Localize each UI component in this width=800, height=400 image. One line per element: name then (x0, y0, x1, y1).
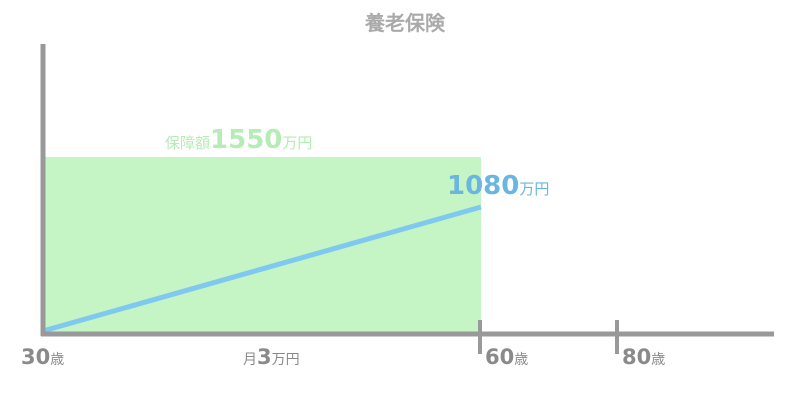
age-60-number: 60 (485, 345, 514, 369)
accumulated-label: 1080万円 (447, 171, 549, 201)
age-60-unit: 歳 (514, 352, 528, 368)
age-80-unit: 歳 (651, 352, 665, 368)
age-80-number: 80 (622, 345, 651, 369)
premium-unit: 万円 (272, 352, 300, 368)
age-label-80: 80歳 (622, 345, 665, 369)
age-label-30: 30歳 (21, 345, 64, 369)
accumulated-amount: 1080 (447, 171, 519, 201)
age-30-number: 30 (21, 345, 50, 369)
premium-amount: 3 (257, 345, 272, 369)
coverage-prefix: 保障額 (165, 134, 210, 152)
age-label-60: 60歳 (485, 345, 528, 369)
coverage-area (43, 157, 481, 333)
accumulation-line (42, 204, 482, 334)
age-30-unit: 歳 (50, 352, 64, 368)
coverage-unit: 万円 (282, 134, 312, 152)
coverage-amount: 1550 (210, 125, 282, 155)
coverage-label: 保障額1550万円 (165, 125, 312, 155)
premium-prefix: 月 (243, 352, 257, 368)
diagram-title: 養老保険 (364, 11, 446, 35)
monthly-premium-label: 月3万円 (243, 345, 300, 369)
accumulated-unit: 万円 (519, 180, 549, 198)
